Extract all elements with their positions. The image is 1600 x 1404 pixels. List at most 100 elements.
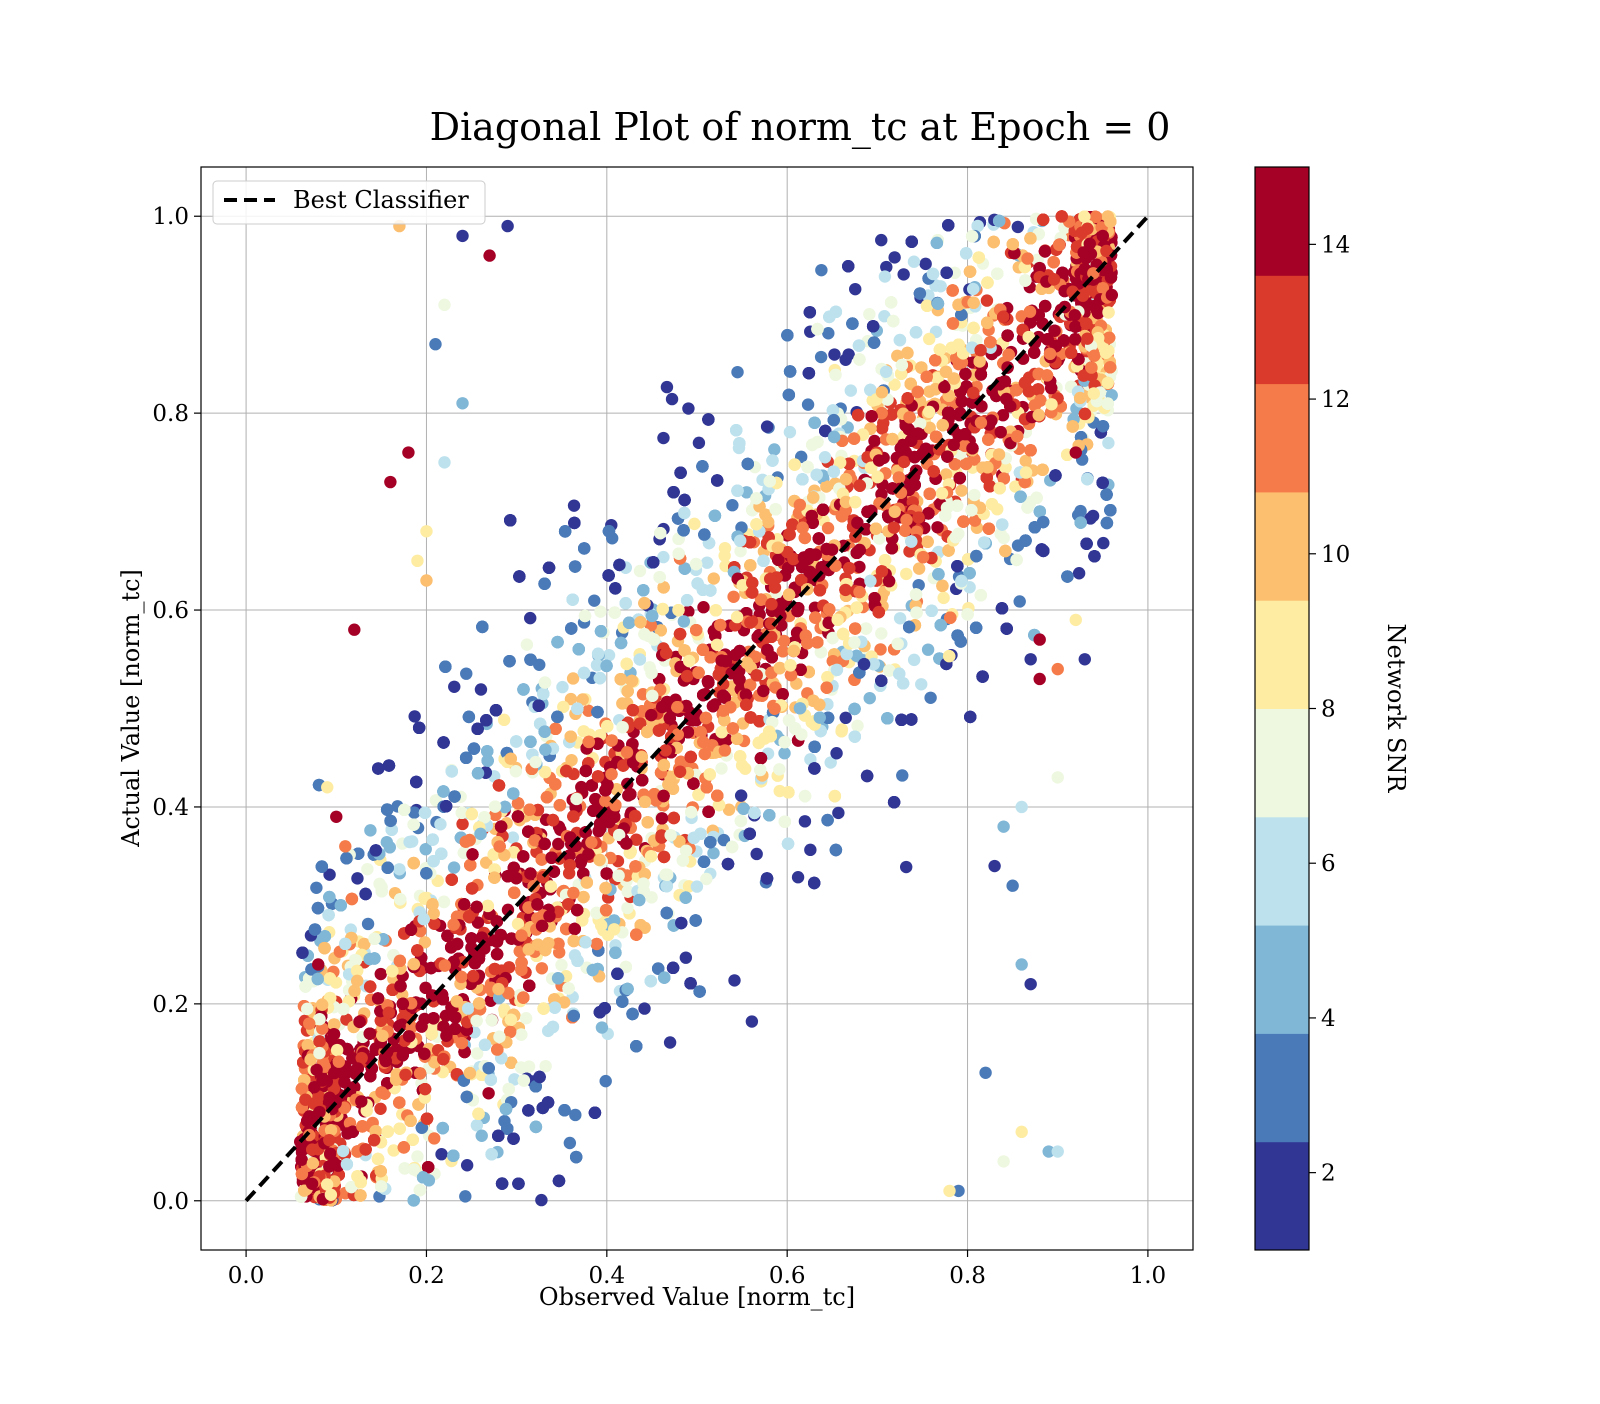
scatter-point	[482, 1087, 494, 1099]
scatter-point	[746, 1015, 758, 1027]
scatter-point	[1097, 537, 1109, 549]
scatter-point	[364, 824, 376, 836]
scatter-point	[719, 542, 731, 554]
scatter-point	[661, 381, 673, 393]
scatter-point	[924, 692, 936, 704]
scatter-point	[815, 351, 827, 363]
scatter-point	[374, 1103, 386, 1115]
scatter-point	[968, 489, 980, 501]
scatter-point	[1020, 455, 1032, 467]
scatter-point	[664, 1036, 676, 1048]
scatter-point	[845, 384, 857, 396]
scatter-point	[688, 518, 700, 530]
scatter-point	[802, 398, 814, 410]
scatter-point	[876, 422, 888, 434]
scatter-point	[503, 961, 515, 973]
scatter-point	[428, 1132, 440, 1144]
scatter-point	[459, 1190, 471, 1202]
scatter-point	[1102, 437, 1114, 449]
scatter-point	[701, 556, 713, 568]
scatter-point	[564, 1137, 576, 1149]
scatter-point	[900, 861, 912, 873]
scatter-point	[908, 256, 920, 268]
scatter-point	[778, 747, 790, 759]
scatter-point	[919, 258, 931, 270]
scatter-point	[829, 369, 841, 381]
scatter-point	[361, 863, 373, 875]
scatter-point	[851, 720, 863, 732]
scatter-point	[849, 283, 861, 295]
scatter-point	[967, 283, 979, 295]
scatter-point	[900, 568, 912, 580]
scatter-point	[634, 565, 646, 577]
scatter-point	[728, 974, 740, 986]
scatter-point	[521, 638, 533, 650]
scatter-point	[575, 781, 587, 793]
scatter-point	[603, 649, 615, 661]
scatter-point	[750, 848, 762, 860]
scatter-point	[735, 789, 747, 801]
scatter-point	[375, 968, 387, 980]
scatter-point	[908, 654, 920, 666]
scatter-point	[768, 443, 780, 455]
scatter-point	[1073, 567, 1085, 579]
scatter-point	[461, 1159, 473, 1171]
scatter-point	[498, 714, 510, 726]
scatter-point	[792, 871, 804, 883]
scatter-point	[621, 902, 633, 914]
scatter-point	[616, 697, 628, 709]
scatter-point	[486, 1014, 498, 1026]
scatter-point	[784, 426, 796, 438]
scatter-point	[875, 627, 887, 639]
scatter-point	[403, 836, 415, 848]
scatter-point	[708, 572, 720, 584]
scatter-point	[981, 294, 993, 306]
scatter-point	[915, 678, 927, 690]
scatter-point	[524, 612, 536, 624]
scatter-point	[638, 1002, 650, 1014]
scatter-point	[1013, 595, 1025, 607]
scatter-point	[937, 592, 949, 604]
scatter-point	[555, 959, 567, 971]
scatter-point	[310, 882, 322, 894]
scatter-point	[535, 1194, 547, 1206]
scatter-point	[678, 615, 690, 627]
scatter-point	[666, 393, 678, 405]
scatter-point	[384, 841, 396, 853]
scatter-point	[476, 1130, 488, 1142]
scatter-point	[362, 918, 374, 930]
scatter-point	[393, 863, 405, 875]
scatter-point	[888, 251, 900, 263]
scatter-point	[894, 612, 906, 624]
scatter-point	[726, 499, 738, 511]
scatter-point	[840, 712, 852, 724]
scatter-point	[731, 366, 743, 378]
scatter-point	[842, 348, 854, 360]
scatter-point	[1012, 221, 1024, 233]
scatter-point	[596, 1021, 608, 1033]
scatter-point	[460, 667, 472, 679]
scatter-point	[822, 327, 834, 339]
scatter-point	[408, 710, 420, 722]
scatter-point	[448, 681, 460, 693]
scatter-point	[539, 1060, 551, 1072]
scatter-point	[657, 432, 669, 444]
scatter-point	[697, 601, 709, 613]
scatter-point	[475, 683, 487, 695]
scatter-point	[411, 1150, 423, 1162]
scatter-point	[815, 264, 827, 276]
scatter-point	[568, 499, 580, 511]
scatter-point	[594, 605, 606, 617]
scatter-point	[955, 484, 967, 496]
scatter-point	[1087, 510, 1099, 522]
scatter-point	[896, 769, 908, 781]
scatter-point	[565, 754, 577, 766]
scatter-point	[923, 333, 935, 345]
scatter-point	[931, 521, 943, 533]
scatter-point	[804, 844, 816, 856]
scatter-point	[448, 861, 460, 873]
scatter-point	[828, 348, 840, 360]
scatter-point	[682, 402, 694, 414]
